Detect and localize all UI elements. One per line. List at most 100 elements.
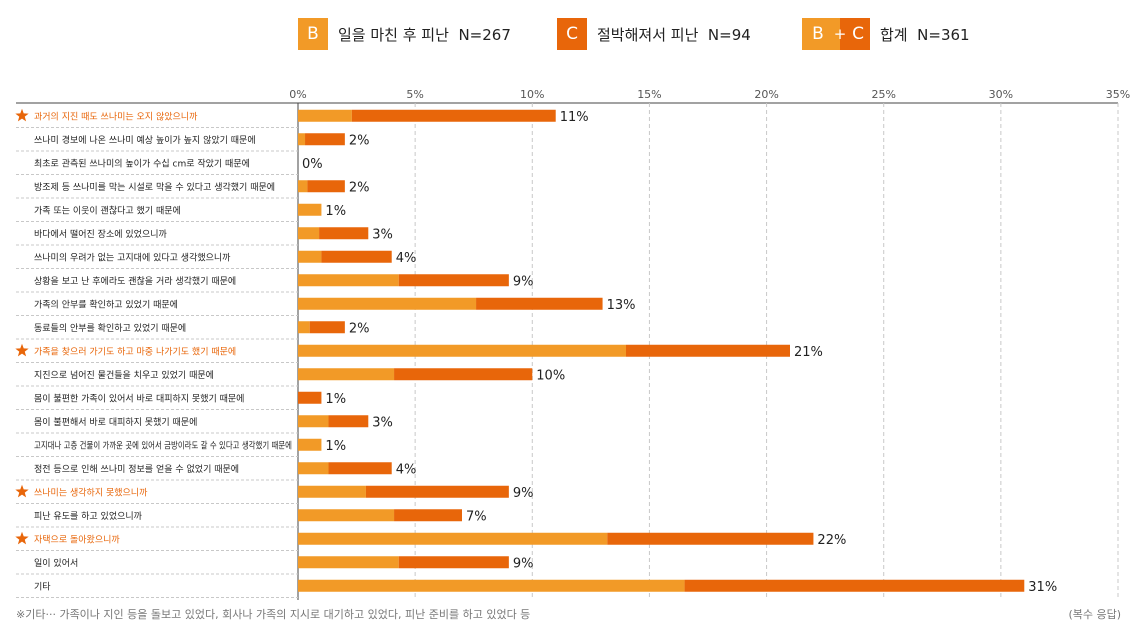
- category-label: 가족의 안부를 확인하고 있었기 때문에: [34, 298, 178, 310]
- value-label: 21%: [794, 345, 823, 360]
- bar-segment-b: [298, 368, 395, 381]
- legend-n-c: N=94: [707, 25, 751, 44]
- bar-segment-b: [298, 297, 477, 310]
- x-tick-label: 0%: [289, 88, 306, 101]
- bar-segment-c: [684, 579, 1025, 592]
- legend-label-c-text: 절박해져서 피난: [597, 25, 699, 44]
- star-icon: [15, 484, 29, 498]
- category-label: 몸이 불편해서 바로 대피하지 못했기 때문에: [34, 416, 197, 428]
- bar-segment-c: [394, 368, 533, 381]
- footnote: ※기타··· 가족이나 지인 등을 돌보고 있었다, 회사나 가족의 지시로 대…: [16, 608, 531, 621]
- category-label: 몸이 불편한 가족이 있어서 바로 대피하지 못했기 때문에: [34, 392, 244, 404]
- bar-segment-b: [298, 344, 626, 357]
- x-tick-label: 15%: [637, 88, 661, 101]
- category-label: 피난 유도를 하고 있었으니까: [34, 510, 143, 522]
- legend-item-c: C 절박해져서 피난 N=94: [557, 18, 751, 50]
- bar-segment-b: [298, 250, 322, 263]
- legend-label-b: 일을 마친 후 피난 N=267: [338, 24, 511, 45]
- category-label: 고지대나 고층 건물이 가까운 곳에 있어서 금방이라도 갈 수 있다고 생각했…: [34, 439, 292, 451]
- value-label: 4%: [396, 251, 417, 266]
- bar-segment-b: [298, 321, 310, 334]
- category-label: 가족 또는 이웃이 괜찮다고 했기 때문에: [34, 204, 181, 216]
- value-label: 7%: [466, 509, 487, 524]
- category-label: 가족을 찾으러 가기도 하고 마중 나가기도 했기 때문에: [34, 345, 236, 357]
- bar-segment-c: [398, 274, 509, 287]
- category-label: 바다에서 떨어진 장소에 있었으니까: [34, 228, 168, 240]
- value-label: 3%: [372, 227, 393, 242]
- bar-segment-b: [298, 109, 352, 122]
- legend-swatch-bc-plus: +: [834, 18, 846, 50]
- category-label: 최초로 관측된 쓰나미의 높이가 수십 cm로 작았기 때문에: [34, 157, 250, 169]
- value-label: 0%: [302, 157, 323, 172]
- bar-segment-c: [298, 391, 322, 404]
- bar-segment-c: [476, 297, 603, 310]
- bar-segment-b: [298, 180, 308, 193]
- value-label: 13%: [607, 298, 636, 313]
- x-tick-label: 35%: [1106, 88, 1130, 101]
- legend-item-b: B 일을 마친 후 피난 N=267: [298, 18, 511, 50]
- legend-label-c: 절박해져서 피난 N=94: [597, 24, 751, 45]
- category-label: 일이 있어서: [34, 557, 78, 569]
- category-label: 동료들의 안부를 확인하고 있었기 때문에: [34, 322, 186, 334]
- legend-swatch-b: B: [298, 18, 328, 50]
- legend-swatch-c: C: [557, 18, 587, 50]
- star-icon: [15, 531, 29, 545]
- category-label: 상황을 보고 난 후에라도 괜찮을 거라 생각했기 때문에: [34, 275, 236, 287]
- footnote-multiple-response: (복수 응답): [1068, 608, 1121, 621]
- legend-item-bc: B + C 합계 N=361: [802, 18, 970, 50]
- bar-segment-b: [298, 133, 306, 146]
- value-label: 11%: [560, 110, 589, 125]
- bar-segment-b: [298, 579, 685, 592]
- value-label: 9%: [513, 274, 534, 289]
- bar-segment-b: [298, 438, 322, 451]
- legend-swatch-bc-c: C: [846, 18, 870, 50]
- category-label: 방조제 등 쓰나미를 막는 시설로 막을 수 있다고 생각했기 때문에: [34, 181, 275, 193]
- bar-segment-c: [607, 532, 814, 545]
- legend-n-b: N=267: [458, 25, 511, 44]
- x-tick-label: 30%: [989, 88, 1013, 101]
- bar-segment-c: [328, 415, 369, 428]
- category-label: 기타: [34, 581, 51, 592]
- x-tick-label: 20%: [754, 88, 778, 101]
- value-label: 1%: [325, 204, 346, 219]
- value-label: 2%: [349, 180, 370, 195]
- bar-segment-b: [298, 532, 608, 545]
- category-label: 과거의 지진 때도 쓰나미는 오지 않았으니까: [34, 110, 198, 122]
- legend-label-bc-text: 합계: [880, 25, 908, 44]
- bar-segment-c: [305, 133, 345, 146]
- x-tick-label: 5%: [406, 88, 423, 101]
- bar-segment-b: [298, 485, 366, 498]
- bar-segment-c: [365, 485, 509, 498]
- bar-segment-c: [398, 556, 509, 569]
- bar-segment-b: [298, 556, 399, 569]
- category-label: 지진으로 넘어진 물건들을 치우고 있었기 때문에: [34, 369, 214, 381]
- bar-chart: 0% 5% 10% 15% 20% 25% 30% 35% 과거의 지진 때도 쓰나미는 오지 …: [15, 88, 1130, 600]
- value-label: 2%: [349, 133, 370, 148]
- value-label: 3%: [372, 415, 393, 430]
- bar-segment-c: [321, 250, 392, 263]
- value-label: 22%: [817, 533, 846, 548]
- value-label: 2%: [349, 321, 370, 336]
- legend-n-bc: N=361: [917, 25, 970, 44]
- x-tick-label: 10%: [520, 88, 544, 101]
- value-label: 9%: [513, 556, 534, 571]
- star-icon: [15, 343, 29, 357]
- x-tick-label: 25%: [871, 88, 895, 101]
- category-label: 자택으로 돌아왔으니까: [34, 534, 120, 545]
- bar-segment-c: [319, 227, 369, 240]
- bar-segment-c: [351, 109, 556, 122]
- bar-segment-c: [309, 321, 345, 334]
- value-label: 10%: [536, 368, 565, 383]
- legend-swatch-bc-b: B: [802, 18, 834, 50]
- bar-segment-c: [394, 509, 462, 522]
- bar-segment-b: [298, 509, 395, 522]
- bar-segment-c: [328, 462, 392, 475]
- value-label: 1%: [325, 392, 346, 407]
- bar-segment-c: [307, 180, 345, 193]
- bar-segment-b: [298, 227, 320, 240]
- category-label: 쓰나미 경보에 나온 쓰나미 예상 높이가 높지 않았기 때문에: [34, 134, 256, 146]
- category-label: 쓰나미는 생각하지 못했으니까: [34, 486, 148, 498]
- bar-segment-b: [298, 462, 329, 475]
- bar-segment-b: [298, 274, 399, 287]
- star-icon: [15, 108, 29, 122]
